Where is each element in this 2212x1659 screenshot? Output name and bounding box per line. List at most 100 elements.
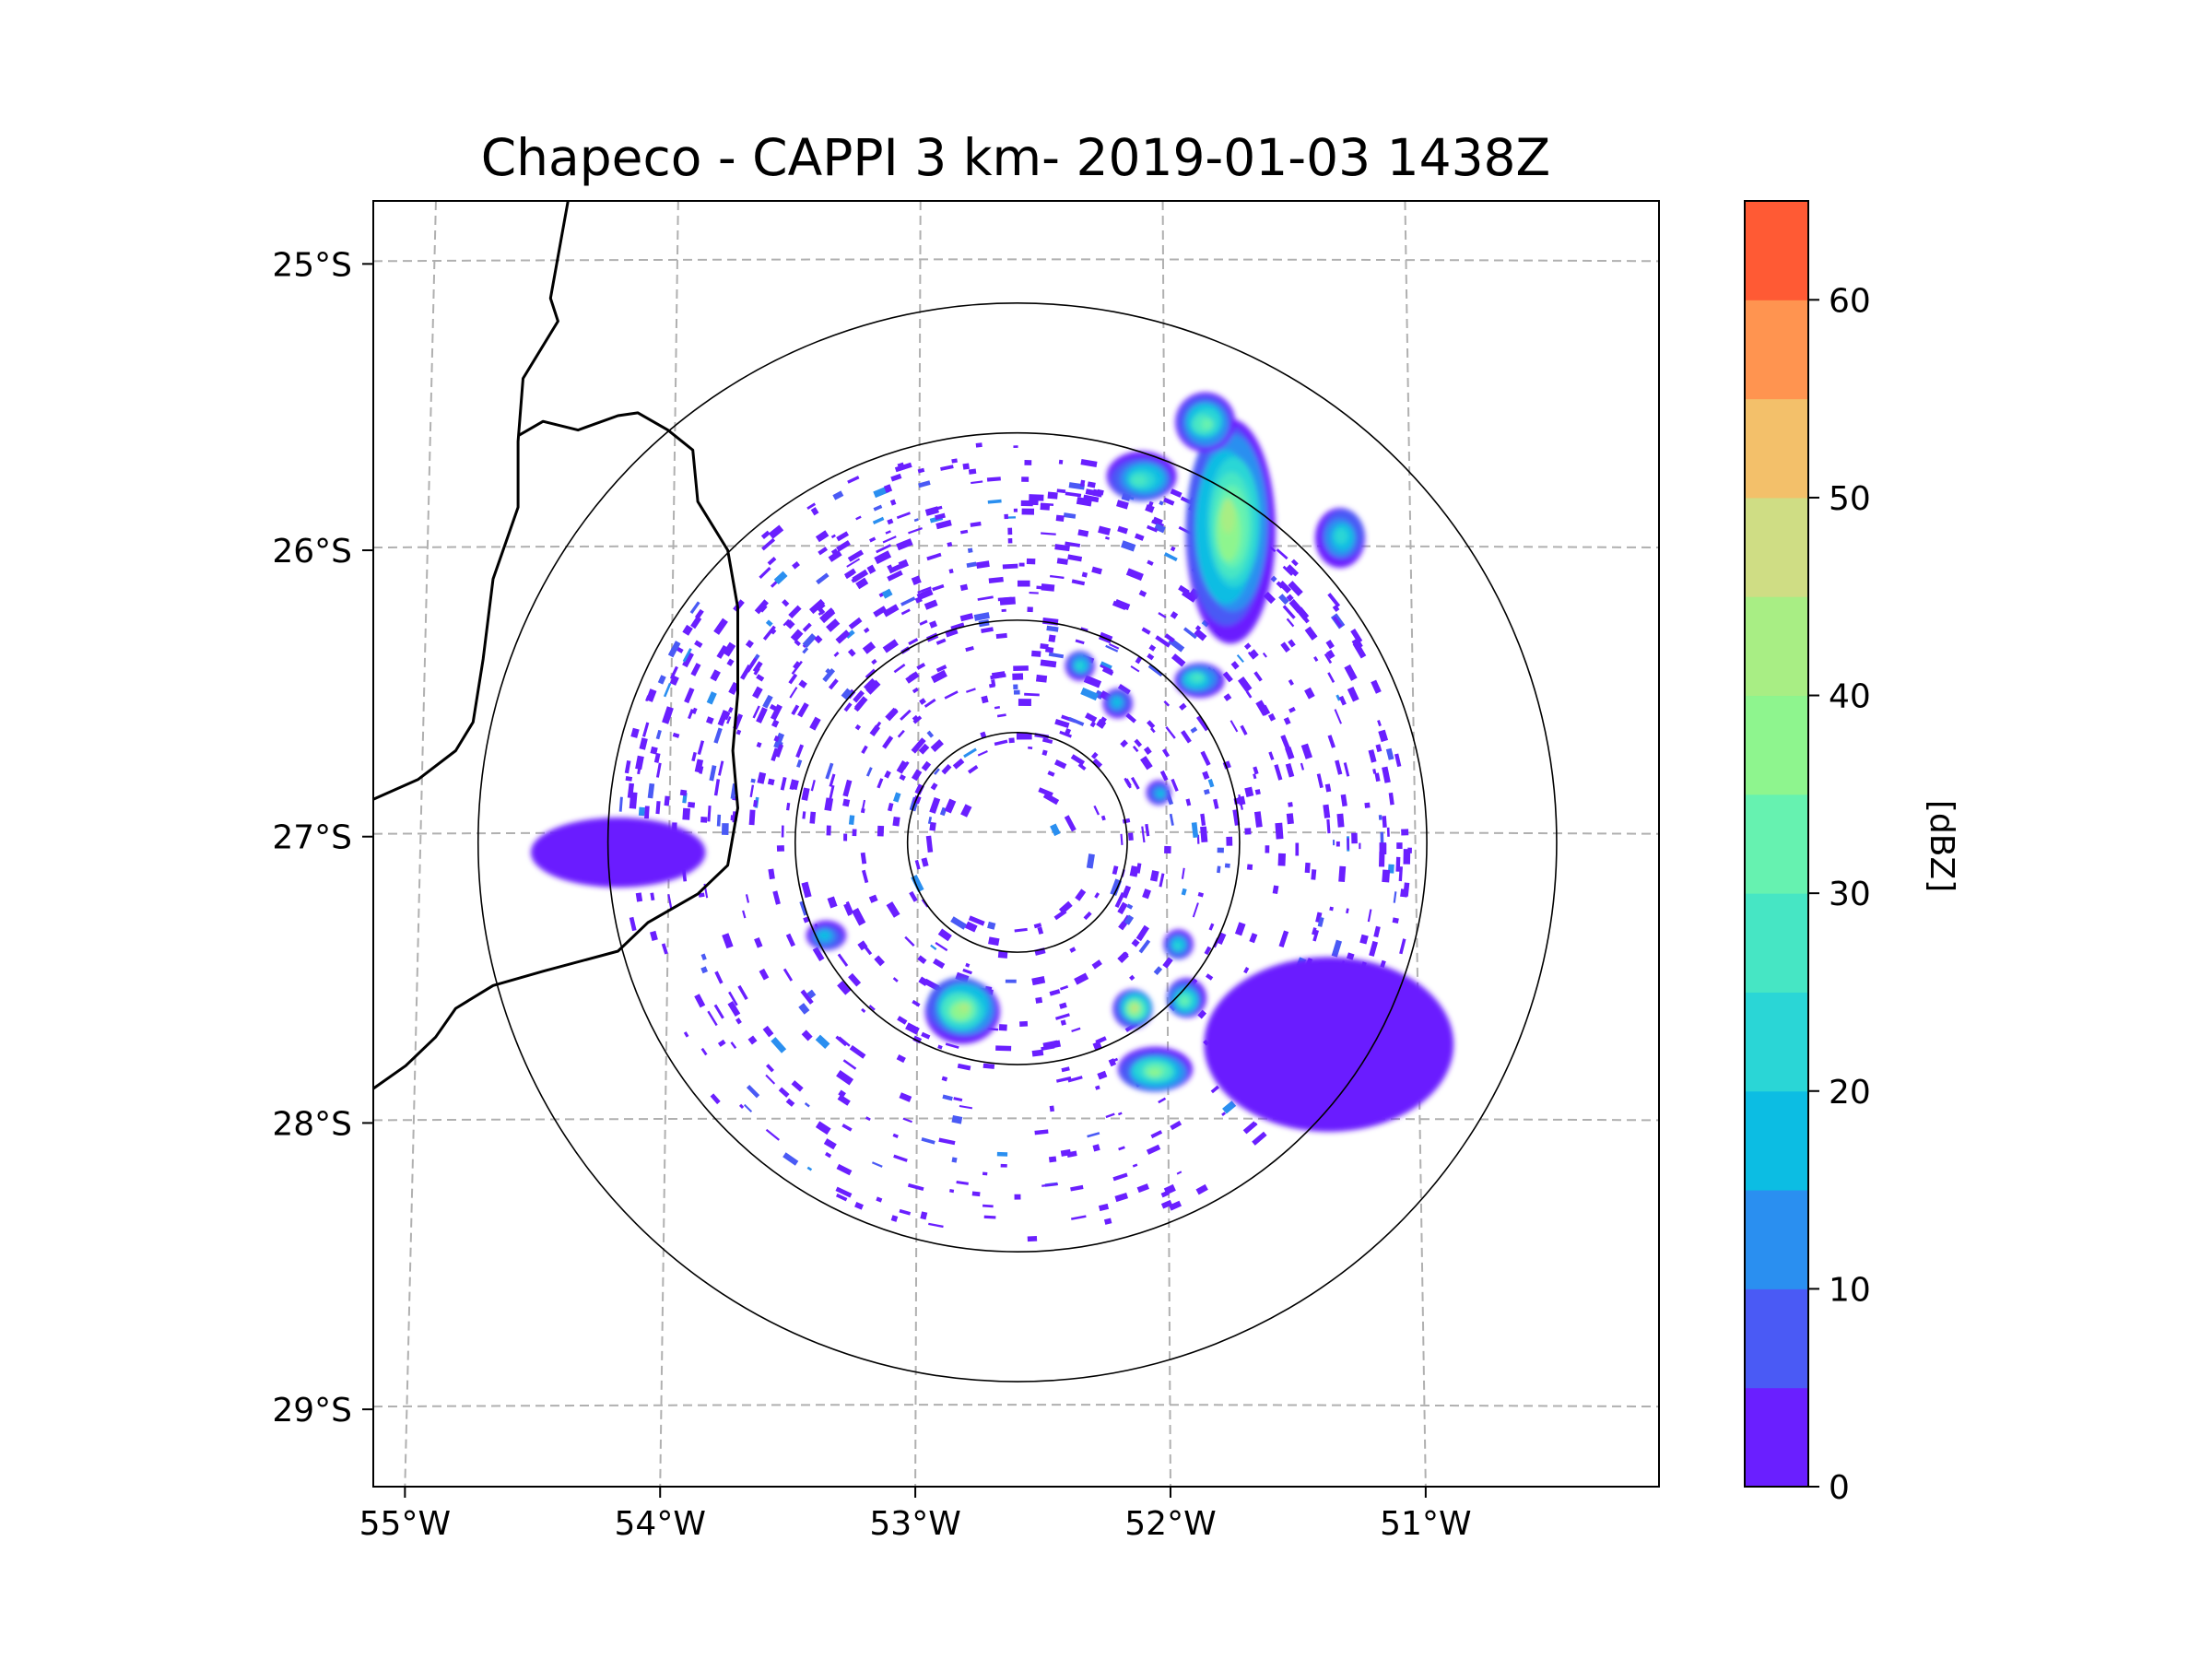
echo-speckle — [836, 1069, 854, 1086]
echo-speckle — [964, 921, 978, 933]
echo-speckle — [950, 622, 965, 630]
echo-speckle — [982, 1063, 995, 1069]
echo-speckle — [765, 619, 773, 628]
echo-cell-level — [1334, 527, 1348, 545]
echo-speckle — [1154, 523, 1166, 534]
echo-speckle — [682, 624, 693, 636]
colorbar-tick-label: 0 — [1829, 1469, 1850, 1507]
echo-speckle — [1117, 901, 1128, 915]
echo-speckle — [1007, 527, 1013, 535]
echo-speckle — [1275, 822, 1284, 840]
echo-speckle — [1403, 849, 1411, 865]
echo-speckle — [997, 950, 1008, 959]
echo-speckle — [911, 769, 923, 782]
echo-speckle — [1312, 927, 1317, 935]
echo-speckle — [882, 735, 894, 749]
echo-speckle — [771, 719, 780, 728]
echo-speckle — [782, 618, 790, 627]
echo-speckle — [927, 817, 933, 825]
echo-cell — [1175, 392, 1236, 453]
echo-speckle — [1138, 590, 1147, 597]
echo-cell-level — [1131, 474, 1147, 487]
echo-speckle — [941, 1076, 948, 1082]
echo-speckle — [737, 984, 748, 1001]
echo-speckle — [1379, 842, 1387, 854]
echo-speckle — [1217, 865, 1221, 874]
echo-speckle — [662, 706, 674, 724]
echo-speckle — [691, 707, 698, 714]
echo-speckle — [933, 768, 940, 775]
echo-speckle — [1014, 927, 1028, 933]
echo-speckle — [861, 1007, 866, 1013]
range-ring — [906, 731, 1128, 953]
echo-speckle — [1074, 972, 1089, 985]
echo-speckle — [930, 782, 938, 791]
echo-speckle — [661, 943, 668, 955]
echo-speckle — [1105, 536, 1110, 540]
echo-speckle — [917, 955, 927, 964]
echo-speckle — [645, 695, 650, 702]
echo-speckle — [877, 825, 885, 837]
colorbar-band — [1745, 1288, 1808, 1389]
echo-speckle — [935, 941, 948, 952]
echo-speckle — [1230, 720, 1239, 733]
echo-speckle — [815, 1121, 831, 1135]
echo-speckle — [1147, 665, 1163, 677]
echo-speckle — [898, 559, 910, 570]
echo-speckle — [848, 815, 855, 825]
echo-cell-level — [1204, 957, 1454, 1132]
echo-speckle — [700, 966, 709, 974]
echo-speckle — [1100, 815, 1106, 821]
echo-speckle — [1132, 1163, 1138, 1168]
echo-speckle — [894, 462, 912, 473]
echo-speckle — [817, 606, 826, 616]
echo-speckle — [933, 958, 946, 969]
echo-speckle — [1032, 498, 1039, 506]
echo-speckle — [810, 780, 816, 792]
echo-speckle — [1395, 856, 1401, 872]
echo-speckle — [1222, 1100, 1237, 1114]
echo-speckle — [921, 857, 929, 867]
echo-speckle — [988, 936, 1000, 947]
echo-speckle — [1047, 491, 1058, 500]
echo-speckle — [1378, 729, 1389, 743]
echo-speckle — [882, 535, 897, 544]
colorbar-tick-label: 60 — [1829, 282, 1871, 320]
echo-speckle — [1031, 976, 1046, 986]
echo-speckle — [635, 755, 644, 771]
echo-speckle — [848, 617, 863, 629]
echo-speckle — [1295, 842, 1300, 856]
echo-speckle — [1327, 593, 1341, 607]
echo-speckle — [650, 930, 658, 941]
echo-speckle — [913, 518, 919, 523]
echo-speckle — [855, 515, 862, 521]
echo-speckle — [709, 765, 717, 782]
echo-speckle — [1325, 649, 1335, 660]
echo-speckle — [1008, 737, 1015, 744]
echo-speckle — [1125, 568, 1144, 582]
echo-speckle — [885, 707, 899, 722]
echo-speckle — [1038, 787, 1053, 797]
echo-speckle — [900, 608, 911, 616]
border-argentina-brazil — [373, 411, 739, 1090]
echo-speckle — [940, 465, 954, 471]
echo-speckle — [1300, 762, 1305, 771]
echo-speckle — [1145, 504, 1155, 513]
echo-speckle — [1393, 891, 1397, 903]
echo-speckle — [925, 835, 934, 853]
echo-speckle — [1026, 558, 1036, 565]
echo-speckle — [874, 955, 885, 967]
echo-speckle — [1223, 693, 1232, 701]
lat-gridline — [373, 1117, 1659, 1122]
echo-speckle — [1138, 939, 1151, 954]
echo-speckle — [707, 806, 712, 822]
echo-speckle — [852, 829, 857, 837]
echo-speckle — [1018, 562, 1025, 567]
echo-speckle — [815, 1034, 830, 1049]
echo-speckle — [1317, 916, 1324, 927]
echo-speckle — [697, 740, 705, 756]
echo-speckle — [818, 547, 829, 556]
echo-speckle — [921, 1137, 935, 1145]
echo-speckle — [1103, 1218, 1112, 1225]
echo-speckle — [842, 779, 853, 797]
